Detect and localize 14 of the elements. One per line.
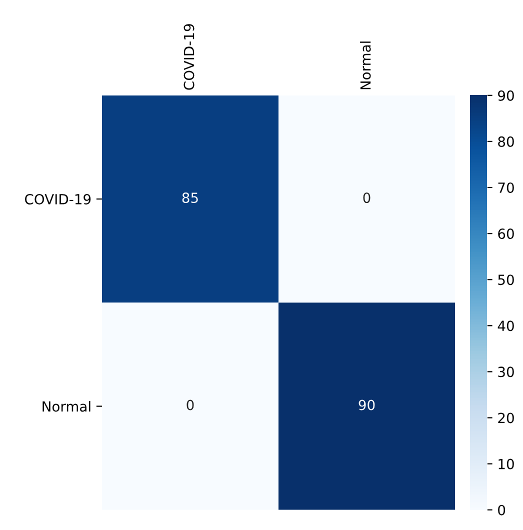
data-label: 85 bbox=[182, 192, 198, 204]
data-label: 0 bbox=[186, 400, 194, 410]
color-bar-label: 40 bbox=[498, 320, 514, 332]
color-bar-label: 30 bbox=[498, 366, 514, 378]
color-bar-label: 80 bbox=[498, 136, 514, 147]
color-bar-label: 0 bbox=[498, 504, 506, 516]
data-label: 90 bbox=[358, 400, 375, 410]
color-bar-label: 60 bbox=[498, 228, 514, 240]
data-label: 0 bbox=[363, 192, 370, 204]
color-bar-label: 10 bbox=[498, 458, 514, 470]
color-bar-label: 70 bbox=[498, 182, 514, 193]
color-bar-label: 90 bbox=[498, 90, 514, 101]
color-bar-label: 50 bbox=[498, 274, 514, 286]
color-bar-label: 20 bbox=[498, 412, 514, 424]
